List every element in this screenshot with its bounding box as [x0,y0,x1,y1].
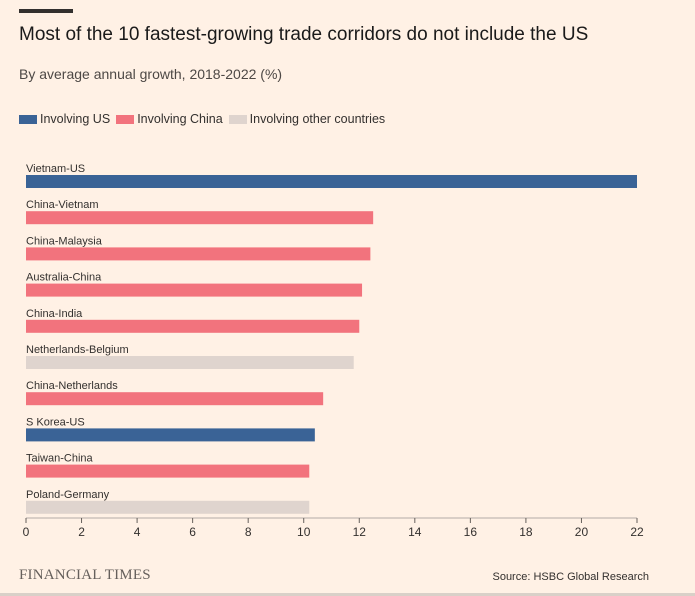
x-tick-label: 22 [630,525,644,539]
bar-label: Poland-Germany [26,489,110,501]
legend-swatch-other [228,114,247,124]
bar [26,319,360,333]
x-tick-label: 8 [245,525,252,539]
ft-brand-logo: FINANCIAL TIMES [19,567,151,583]
bar-label: China-India [26,308,83,320]
chart-subtitle: By average annual growth, 2018-2022 (%) [19,66,283,82]
legend-label-china: Involving China [137,112,223,126]
x-tick-label: 14 [408,525,422,539]
x-tick-label: 20 [575,525,589,539]
bar-chart: Vietnam-US China-Vietnam China-Malaysia Aus… [23,163,644,539]
bar [26,464,310,478]
bar-label: Taiwan-China [26,453,94,465]
x-tick-label: 16 [464,525,478,539]
legend-label-us: Involving US [40,112,111,126]
x-tick-label: 0 [23,525,30,539]
legend-item-us: Involving US [19,112,110,126]
bar-label: Netherlands-Belgium [26,344,129,356]
bar [26,356,354,369]
chart-title: Most of the 10 fastest-growing trade cor… [19,24,589,45]
bar [26,175,637,188]
bar [26,211,374,225]
bar [26,428,315,442]
x-tick-label: 12 [353,525,367,539]
bar-label: China-Malaysia [26,235,103,247]
legend-swatch-china [116,114,135,124]
legend: Involving US Involving China Involving o… [19,112,391,126]
bar-label: S Korea-US [26,416,85,428]
legend-label-other: Involving other countries [249,112,386,126]
bar [26,500,310,514]
bar [26,283,363,297]
source-note: Source: HSBC Global Research [492,571,649,583]
x-tick-label: 18 [519,525,533,539]
bar [26,392,324,406]
x-tick-label: 4 [134,525,141,539]
bar-label: Vietnam-US [26,163,85,175]
x-tick-label: 2 [78,525,85,539]
x-tick-label: 6 [189,525,196,539]
top-rule [19,9,73,13]
bar-label: China-Netherlands [26,380,118,392]
legend-item-other: Involving other countries [228,112,386,126]
bar-label: China-Vietnam [26,199,99,211]
bar-label: Australia-China [26,272,102,284]
legend-item-china: Involving China [116,112,223,126]
bottom-edge [0,593,695,596]
bar [26,247,371,261]
legend-swatch-us [19,114,37,124]
x-tick-label: 10 [297,525,311,539]
